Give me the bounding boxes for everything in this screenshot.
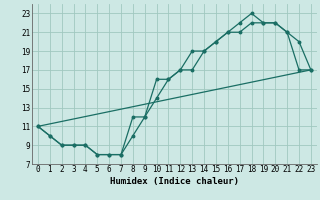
X-axis label: Humidex (Indice chaleur): Humidex (Indice chaleur) (110, 177, 239, 186)
